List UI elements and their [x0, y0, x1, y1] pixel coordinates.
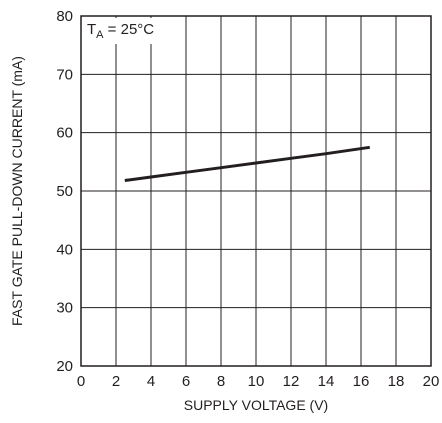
annotation-prefix: T — [87, 21, 96, 38]
x-axis-ticks: 0 2 4 6 8 10 12 14 16 18 20 — [77, 373, 440, 390]
temperature-annotation: TA = 25°C — [87, 21, 154, 41]
x-tick-label: 12 — [283, 373, 300, 390]
annotation-subscript: A — [96, 29, 104, 41]
y-axis-label: FAST GATE PULL-DOWN CURRENT (mA) — [9, 56, 25, 326]
annotation-suffix: = 25°C — [104, 21, 155, 38]
x-tick-label: 8 — [217, 373, 225, 390]
x-tick-label: 20 — [423, 373, 440, 390]
x-tick-label: 16 — [353, 373, 370, 390]
x-tick-label: 14 — [318, 373, 335, 390]
x-axis-label: SUPPLY VOLTAGE (V) — [184, 397, 328, 413]
chart-grid — [81, 16, 431, 366]
y-axis-ticks: 20 30 40 50 60 70 80 — [56, 8, 73, 375]
y-tick-label: 20 — [56, 358, 73, 375]
plot-frame — [80, 15, 432, 367]
y-tick-label: 50 — [56, 183, 73, 200]
x-tick-label: 6 — [182, 373, 190, 390]
chart-marks — [124, 145, 371, 182]
y-tick-label: 70 — [56, 66, 73, 83]
series-line — [124, 145, 371, 182]
x-tick-label: 4 — [147, 373, 155, 390]
x-tick-label: 0 — [77, 373, 85, 390]
y-tick-label: 40 — [56, 241, 73, 258]
y-tick-label: 30 — [56, 300, 73, 317]
y-tick-label: 60 — [56, 125, 73, 142]
annotation-background — [83, 18, 171, 44]
y-tick-label: 80 — [56, 8, 73, 25]
x-tick-label: 10 — [248, 373, 265, 390]
x-tick-label: 18 — [388, 373, 405, 390]
x-tick-label: 2 — [112, 373, 120, 390]
